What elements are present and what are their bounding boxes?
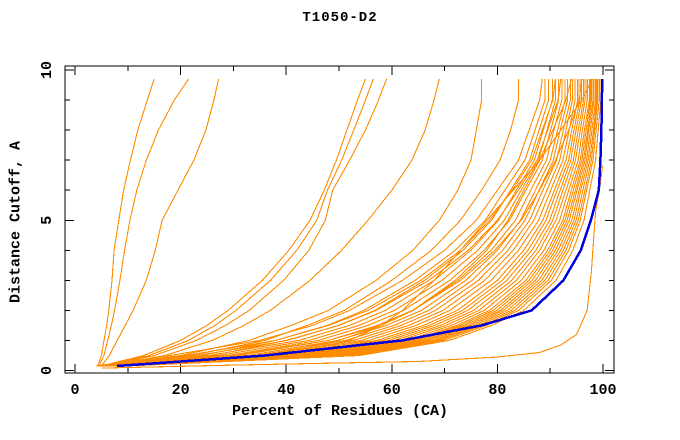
x-axis-label: Percent of Residues (CA) <box>231 403 449 420</box>
model-curve <box>125 79 599 367</box>
model-curve <box>106 78 440 367</box>
x-tick-label: 20 <box>172 382 190 399</box>
model-curve <box>122 79 594 367</box>
model-curve <box>112 79 573 367</box>
model-curve <box>101 78 572 367</box>
model-curve <box>124 79 597 367</box>
model-curve <box>100 78 220 367</box>
plot-title: T1050-D2 <box>302 10 378 26</box>
model-curve <box>102 78 374 367</box>
highlight-curve <box>117 78 604 368</box>
model-curve <box>109 79 569 367</box>
x-tick-label: 0 <box>70 382 79 399</box>
y-tick-label: 0 <box>39 366 56 375</box>
model-curve <box>102 79 553 367</box>
model-curve <box>124 79 598 367</box>
model-curve <box>121 79 592 367</box>
model-curve <box>99 79 520 367</box>
model-curve <box>125 79 600 367</box>
model-curve <box>97 78 155 367</box>
x-tick-label: 60 <box>383 382 401 399</box>
model-curve <box>96 78 543 367</box>
model-curve <box>126 79 602 367</box>
model-curve <box>118 79 586 367</box>
model-curve <box>105 79 560 367</box>
model-curve <box>103 79 557 367</box>
y-tick-label: 10 <box>39 61 56 79</box>
model-curve <box>123 79 595 367</box>
model-curve <box>111 78 583 367</box>
model-curve <box>111 79 571 367</box>
plot-frame <box>64 65 615 374</box>
y-tick-label: 5 <box>39 216 56 225</box>
model-curve <box>117 79 582 367</box>
model-curve <box>116 79 581 367</box>
model-curve <box>115 79 579 367</box>
model-curve <box>103 78 388 367</box>
model-curve <box>119 79 588 367</box>
low-outlier-model <box>101 166 604 369</box>
model-curve <box>120 79 590 367</box>
model-curve <box>98 78 189 367</box>
model-curve <box>101 78 366 367</box>
y-axis-label: Distance Cutoff, A <box>7 140 25 304</box>
x-tick-label: 80 <box>488 382 506 399</box>
x-tick-label: 40 <box>277 382 295 399</box>
x-tick-label: 100 <box>589 382 616 399</box>
model-curve <box>98 79 483 367</box>
model-curve <box>106 78 562 367</box>
model-curve <box>103 78 557 367</box>
model-curve <box>121 79 591 367</box>
